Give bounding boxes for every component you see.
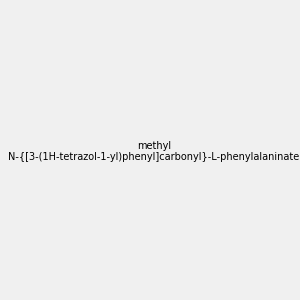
Text: methyl N-{[3-(1H-tetrazol-1-yl)phenyl]carbonyl}-L-phenylalaninate: methyl N-{[3-(1H-tetrazol-1-yl)phenyl]ca… — [8, 141, 299, 162]
